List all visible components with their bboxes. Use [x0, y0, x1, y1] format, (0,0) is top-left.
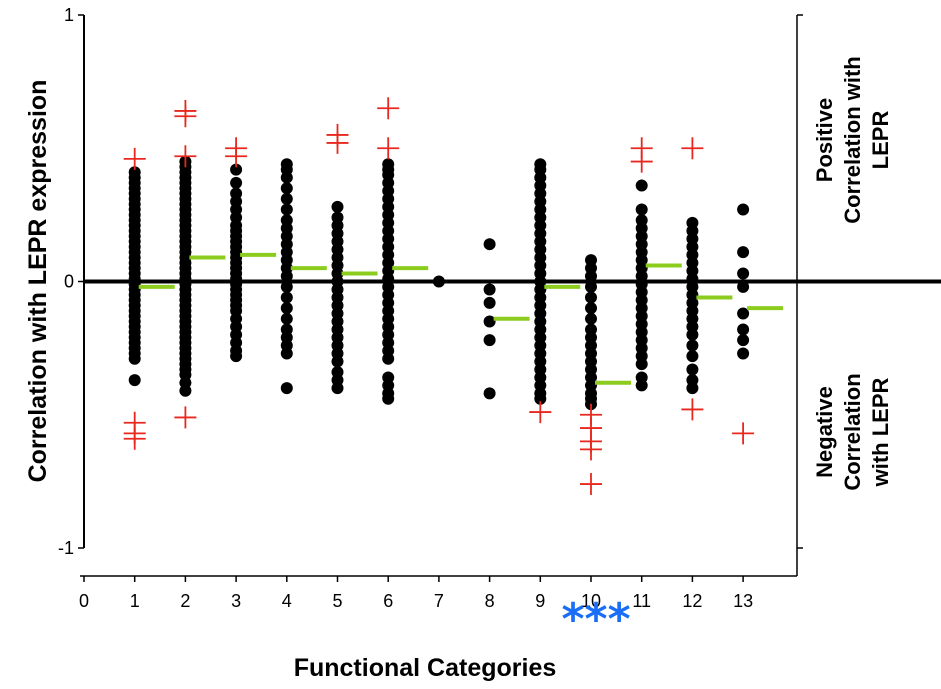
data-point — [686, 382, 699, 395]
data-point — [737, 280, 750, 293]
x-tick-label: 5 — [332, 591, 342, 611]
x-tick-label: 2 — [180, 591, 190, 611]
x-tick-label: 0 — [79, 591, 89, 611]
data-point — [280, 270, 293, 283]
data-point — [635, 179, 648, 192]
data-point — [483, 334, 496, 347]
x-tick-label: 4 — [282, 591, 292, 611]
data-point — [280, 291, 293, 304]
y-axis-title: Correlation with LEPR expression — [24, 80, 52, 483]
data-point — [686, 350, 699, 363]
data-point — [382, 352, 395, 365]
data-point — [737, 323, 750, 336]
x-tick-label: 7 — [434, 591, 444, 611]
data-point — [331, 200, 344, 213]
y-tick-label: 0 — [64, 272, 74, 292]
x-tick-label: 1 — [130, 591, 140, 611]
data-point — [737, 203, 750, 216]
data-point — [128, 374, 141, 387]
outlier-marker — [174, 406, 197, 429]
data-point — [737, 267, 750, 280]
data-point — [737, 307, 750, 320]
data-point — [179, 384, 192, 397]
x-tick-label: 13 — [733, 591, 753, 611]
positive-correlation-label: Positive Correlation with LEPR — [812, 56, 893, 223]
data-point — [230, 350, 243, 363]
outlier-marker — [377, 97, 400, 120]
data-point — [280, 192, 293, 205]
x-tick-label: 11 — [632, 591, 651, 611]
negative-label-line-2: Correlation — [840, 373, 865, 490]
data-point — [280, 182, 293, 195]
data-point — [585, 291, 597, 304]
outlier-marker — [580, 473, 602, 496]
data-point — [280, 203, 293, 216]
x-axis-title: Functional Categories — [294, 654, 557, 682]
positive-label-line-1: Positive — [812, 98, 837, 182]
data-point — [585, 280, 597, 293]
data-point — [737, 347, 750, 360]
data-point — [280, 382, 293, 395]
data-point — [585, 312, 597, 325]
outlier-marker — [580, 438, 602, 461]
outlier-marker — [681, 398, 704, 421]
outlier-marker — [732, 422, 755, 445]
data-point — [483, 283, 496, 296]
outlier-marker — [174, 145, 197, 168]
data-point — [737, 246, 750, 259]
y-tick-label: 1 — [64, 5, 74, 25]
data-point — [280, 312, 293, 325]
data-point — [280, 171, 293, 184]
data-point — [635, 203, 648, 216]
data-point — [331, 355, 344, 368]
outlier-marker — [123, 147, 146, 170]
outlier-marker — [630, 150, 653, 173]
x-tick-label: 10 — [581, 591, 601, 611]
outlier-marker — [529, 401, 552, 424]
data-point — [128, 352, 141, 365]
negative-correlation-label: Negative Correlation with LEPR — [812, 373, 893, 490]
outlier-marker — [377, 137, 400, 160]
outlier-marker — [123, 427, 146, 450]
data-point — [686, 339, 699, 352]
data-point — [382, 392, 395, 405]
x-tick-label: 8 — [485, 591, 495, 611]
data-point — [483, 315, 496, 328]
negative-label-line-3: with LEPR — [868, 378, 893, 488]
x-tick-label: 3 — [231, 591, 241, 611]
data-point — [534, 392, 547, 405]
y-tick-label: -1 — [58, 538, 74, 558]
data-point — [230, 163, 243, 176]
data-point — [432, 275, 445, 288]
data-point — [483, 387, 496, 400]
significance-marker: *** — [562, 594, 631, 645]
data-point — [230, 176, 243, 189]
outlier-marker — [225, 145, 248, 168]
data-point — [585, 270, 597, 283]
data-point — [331, 382, 344, 395]
data-point — [686, 363, 699, 376]
outlier-marker — [681, 137, 704, 160]
positive-label-line-3: LEPR — [868, 111, 893, 170]
data-point — [585, 302, 597, 315]
data-point — [280, 302, 293, 315]
positive-label-line-2: Correlation with — [840, 56, 865, 223]
x-tick-label: 12 — [682, 591, 702, 611]
outlier-marker — [326, 131, 349, 154]
data-point — [483, 238, 496, 251]
negative-label-line-1: Negative — [812, 386, 837, 478]
x-tick-label: 9 — [535, 591, 545, 611]
plot-area: 10-10 1 2 3 4 5 6 7 8 9 10 11 12 13 — [58, 5, 941, 611]
data-point — [280, 280, 293, 293]
outlier-marker — [174, 105, 197, 128]
data-point — [635, 358, 648, 371]
data-point — [686, 328, 699, 341]
data-point — [737, 334, 750, 347]
data-point — [280, 347, 293, 360]
x-tick-label: 6 — [383, 591, 393, 611]
data-point — [635, 379, 648, 392]
data-point — [483, 296, 496, 309]
